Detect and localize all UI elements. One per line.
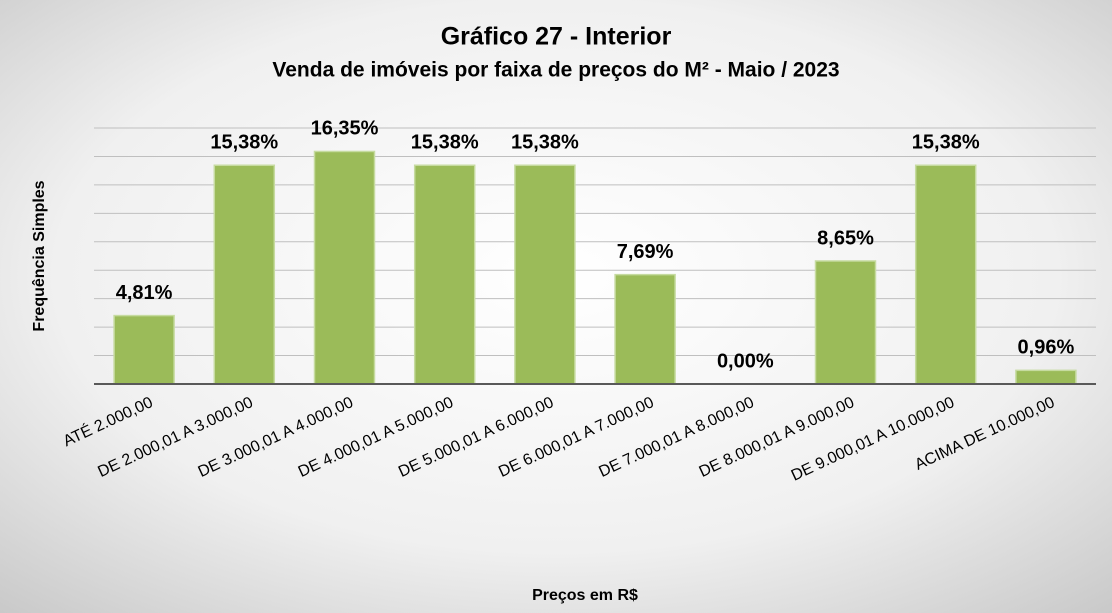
value-label: 15,38% (411, 132, 479, 154)
bar (413, 164, 476, 385)
value-label: 16,35% (311, 118, 379, 140)
chart-title: Gráfico 27 - Interior (441, 23, 672, 51)
value-label: 4,81% (116, 282, 173, 304)
bar (614, 273, 676, 385)
bar (1015, 369, 1077, 385)
bar (213, 164, 276, 385)
bar (113, 314, 175, 385)
bar (814, 260, 877, 385)
value-label: 0,96% (1018, 337, 1075, 359)
bar (514, 164, 576, 385)
y-axis-label: Frequência Simples (31, 180, 48, 331)
value-label: 0,00% (717, 350, 774, 372)
value-label: 7,69% (617, 241, 674, 263)
value-label: 15,38% (210, 132, 278, 154)
chart-subtitle: Venda de imóveis por faixa de preços do … (272, 59, 839, 82)
bar (313, 150, 376, 385)
value-label: 15,38% (912, 132, 980, 154)
x-axis-label: Preços em R$ (532, 587, 638, 604)
value-label: 15,38% (511, 132, 579, 154)
value-label: 8,65% (817, 227, 874, 249)
bar (914, 164, 977, 385)
